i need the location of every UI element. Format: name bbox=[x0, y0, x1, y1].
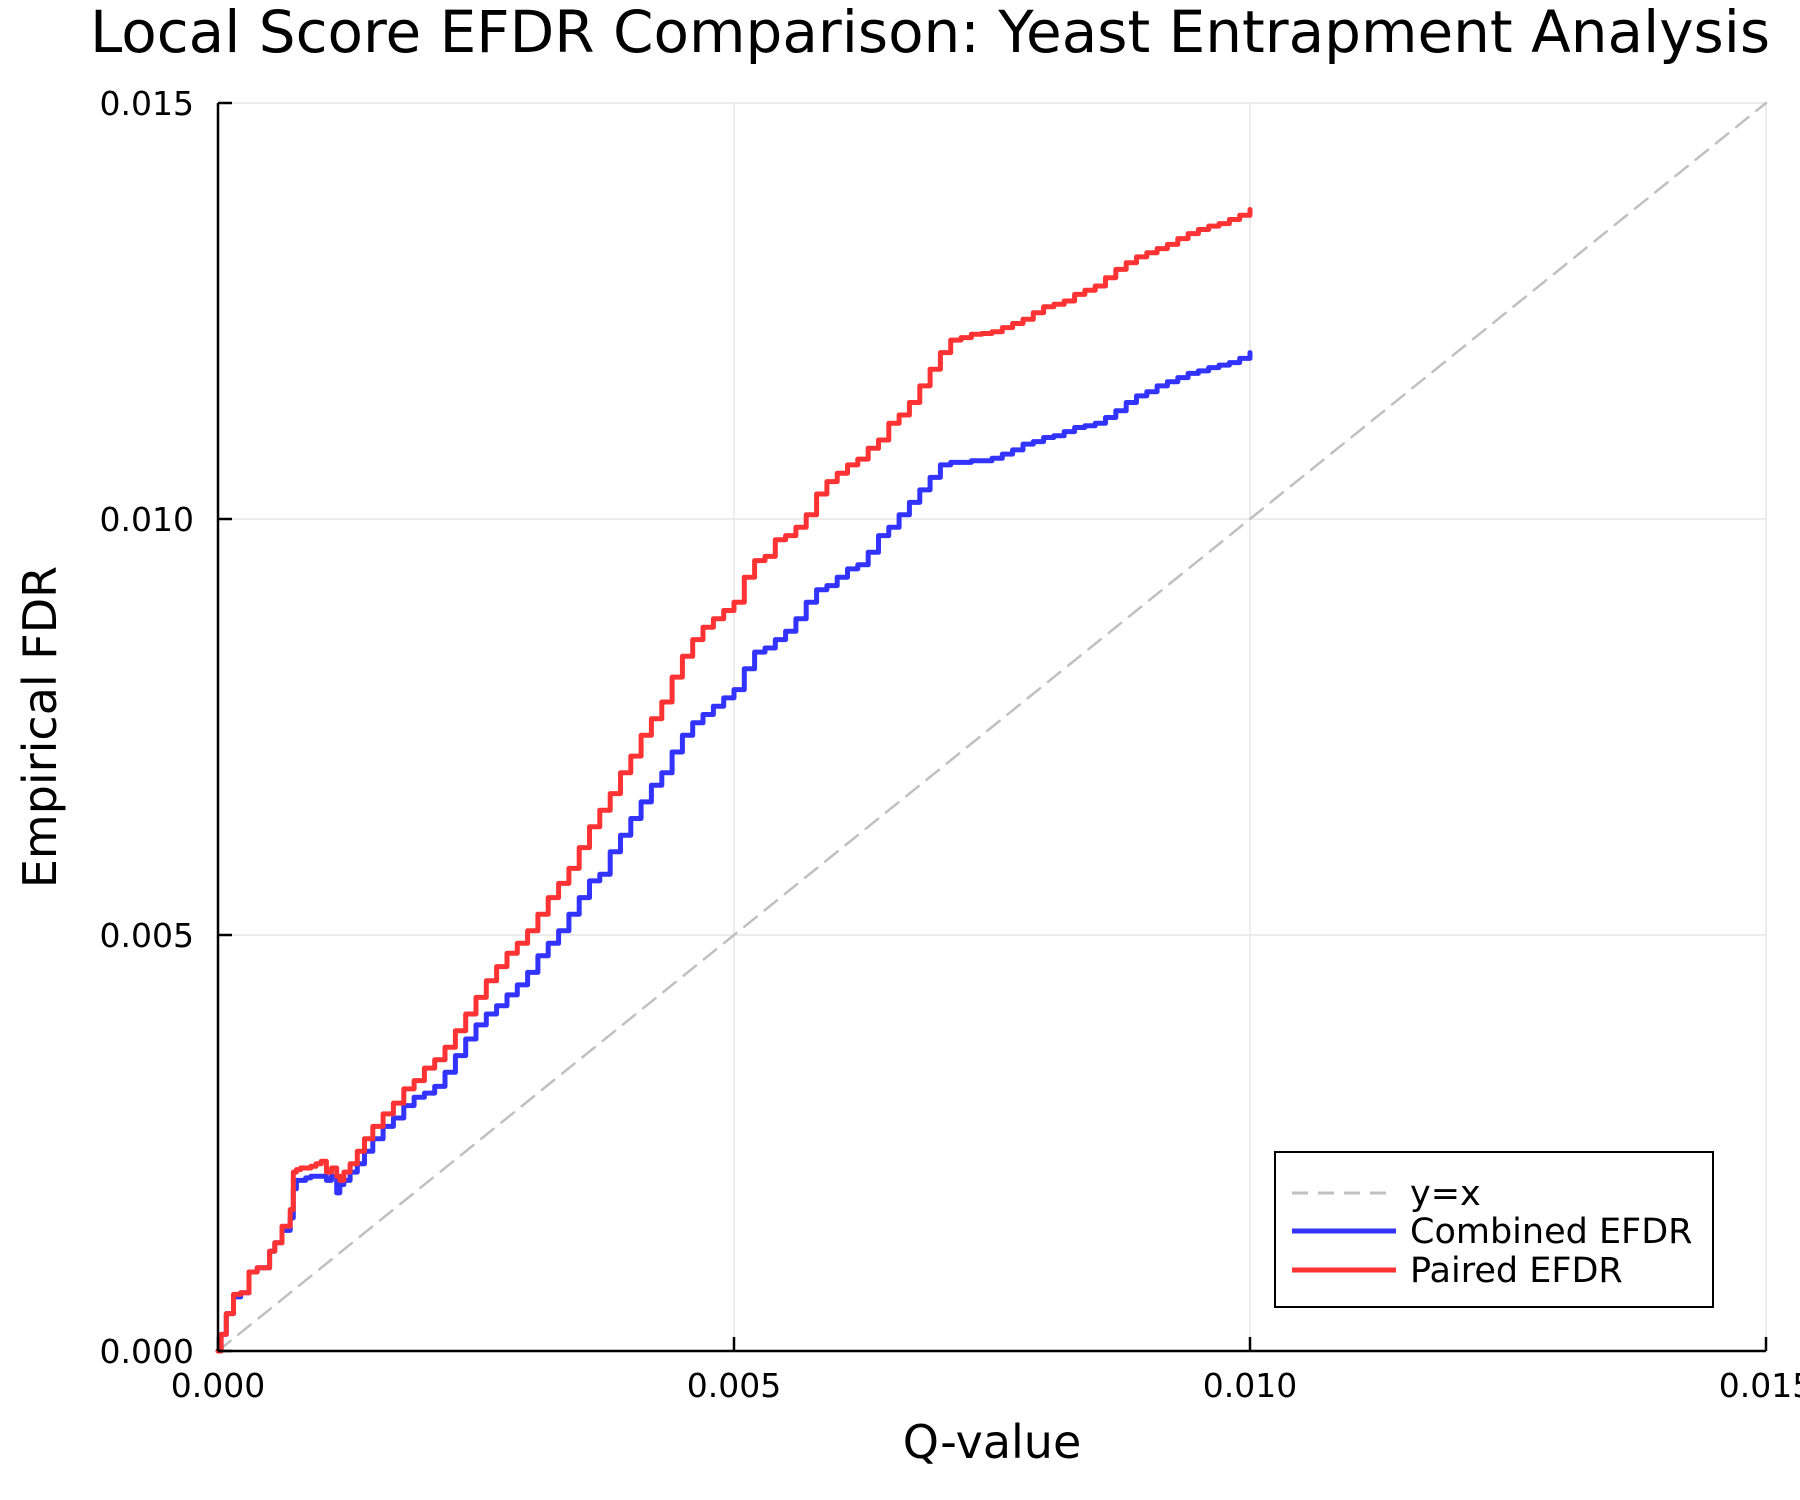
series-lines bbox=[215, 101, 1768, 1354]
x-tick-label: 0.000 bbox=[171, 1366, 265, 1405]
series-line-paired-efdr bbox=[215, 207, 1253, 1354]
legend: y=x Combined EFDR Paired EFDR bbox=[1274, 1151, 1714, 1308]
axes bbox=[216, 103, 1766, 1353]
series-line-combined-efdr bbox=[215, 350, 1253, 1354]
legend-label-paired: Paired EFDR bbox=[1410, 1251, 1623, 1291]
y-axis-title: Empirical FDR bbox=[13, 566, 67, 888]
series-line-y-x bbox=[216, 101, 1768, 1353]
y-tick-label: 0.010 bbox=[100, 500, 194, 539]
legend-label-combined: Combined EFDR bbox=[1410, 1212, 1692, 1252]
y-tick-label: 0.005 bbox=[100, 916, 194, 955]
y-tick-label: 0.000 bbox=[100, 1332, 194, 1371]
grid-lines bbox=[218, 102, 1767, 1351]
x-tick-label: 0.010 bbox=[1203, 1366, 1297, 1405]
y-tick-label: 0.015 bbox=[100, 84, 194, 123]
legend-label-yx: y=x bbox=[1410, 1174, 1481, 1214]
x-axis-title: Q-value bbox=[903, 1415, 1082, 1469]
chart-title: Local Score EFDR Comparison: Yeast Entra… bbox=[90, 0, 1770, 66]
axis-ticks: 0.000 0.005 0.010 0.015 0.000 0.005 0.010 0.015 bbox=[100, 84, 1800, 1405]
x-tick-label: 0.015 bbox=[1719, 1366, 1800, 1405]
x-tick-label: 0.005 bbox=[687, 1366, 781, 1405]
